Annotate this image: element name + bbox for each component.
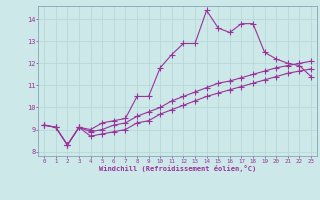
X-axis label: Windchill (Refroidissement éolien,°C): Windchill (Refroidissement éolien,°C) <box>99 165 256 172</box>
